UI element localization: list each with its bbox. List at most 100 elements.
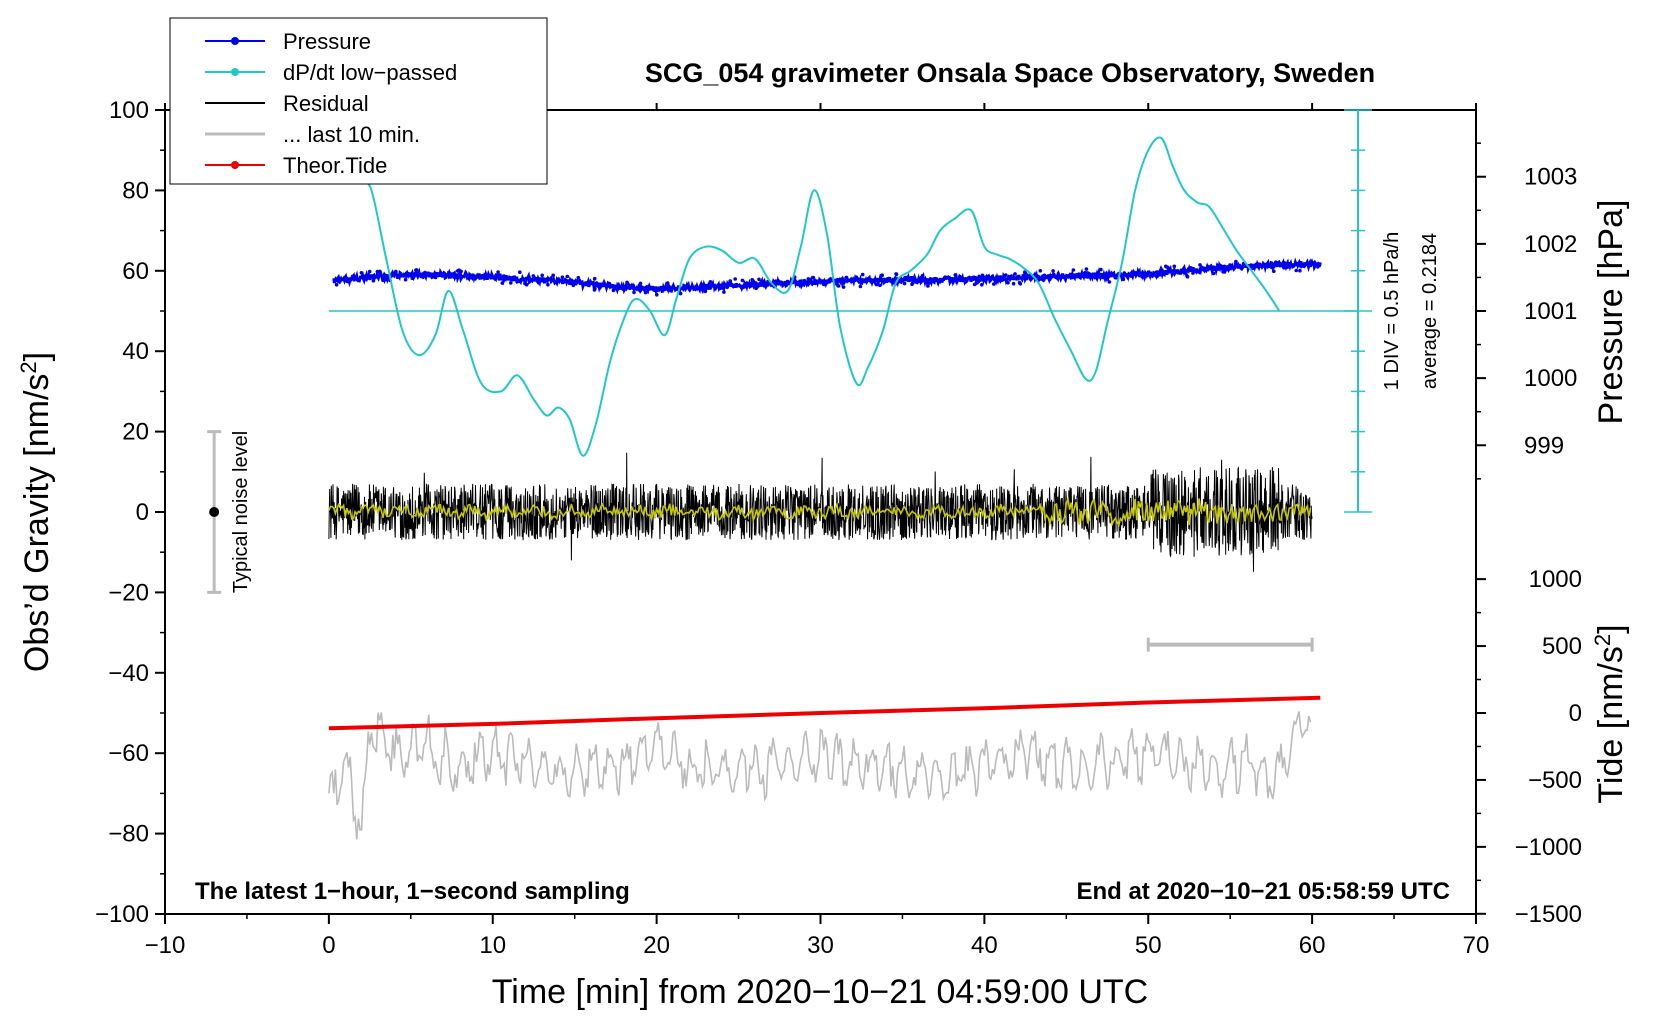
dpdt-average-label: average = 0.2184 (1419, 233, 1441, 389)
tide-tick-label: 500 (1542, 633, 1582, 660)
pressure-point (1146, 270, 1151, 275)
tide-tick-label: −1500 (1515, 901, 1582, 928)
pressure-point (694, 286, 698, 290)
pressure-point (1006, 280, 1010, 285)
series-pressure-points (332, 257, 1322, 297)
legend-label: ... last 10 min. (283, 122, 420, 147)
pressure-point (1166, 266, 1170, 270)
x-tick-label: 10 (479, 932, 506, 959)
legend-label: dP/dt low−passed (283, 60, 457, 85)
pressure-point (722, 290, 726, 294)
pressure-point (813, 278, 817, 283)
y-tick-label: 20 (122, 419, 149, 446)
pressure-point (835, 277, 840, 282)
pressure-point (403, 277, 408, 282)
pressure-point (1077, 273, 1081, 278)
pressure-point (1193, 269, 1197, 273)
pressure-point (1198, 263, 1202, 267)
series-dpdt-line (360, 136, 1281, 457)
pressure-point (802, 278, 807, 283)
footer-right: End at 2020−10−21 05:58:59 UTC (1076, 878, 1450, 905)
x-tick-label: 0 (322, 932, 335, 959)
x-tick-label: −10 (145, 932, 186, 959)
pressure-point (455, 269, 460, 273)
pressure-point (1073, 274, 1078, 279)
pressure-point (953, 273, 958, 277)
pressure-point (750, 278, 754, 282)
pressure-point (716, 283, 720, 287)
pressure-point (1251, 266, 1255, 271)
pressure-point (501, 274, 506, 278)
pressure-point (878, 283, 882, 288)
legend-label: Residual (283, 91, 369, 116)
pressure-point (841, 285, 846, 289)
pressure-point (902, 281, 907, 286)
pressure-point (880, 273, 884, 278)
pressure-point (708, 280, 713, 284)
pressure-point (655, 293, 659, 297)
pressure-point (1282, 265, 1286, 270)
pressure-point (753, 281, 758, 285)
y-axis-title-tide: Tide [nm/s2] (1590, 624, 1631, 803)
dpdt-scale-label: 1 DIV = 0.5 hPa/h (1381, 232, 1403, 390)
pressure-point (912, 276, 917, 281)
x-tick-label: 40 (971, 932, 998, 959)
pressure-tick-label: 1000 (1524, 365, 1577, 392)
pressure-point (880, 278, 884, 283)
pressure-point (448, 275, 452, 279)
pressure-point (757, 277, 761, 282)
pressure-point (1004, 273, 1008, 277)
pressure-point (806, 277, 811, 281)
pressure-point (359, 271, 364, 275)
pressure-tick-label: 1001 (1524, 298, 1577, 325)
pressure-point (1107, 280, 1112, 284)
pressure-point (1180, 269, 1185, 274)
pressure-point (638, 287, 642, 291)
pressure-point (1294, 268, 1298, 273)
pressure-point (592, 288, 597, 292)
pressure-point (987, 275, 991, 280)
pressure-point (1121, 276, 1125, 281)
pressure-point (1071, 268, 1076, 272)
pressure-point (1011, 281, 1016, 286)
pressure-point (733, 277, 737, 281)
pressure-point (546, 282, 550, 287)
pressure-point (1004, 277, 1009, 282)
pressure-point (410, 276, 415, 281)
pressure-point (584, 281, 589, 285)
x-tick-label: 60 (1299, 932, 1326, 959)
pressure-point (922, 277, 926, 282)
pressure-point (860, 272, 865, 277)
annotations: 1 DIV = 0.5 hPa/h average = 0.2184 Typical… (207, 109, 1441, 652)
pressure-point (1066, 275, 1071, 279)
pressure-point (974, 281, 979, 285)
pressure-point (644, 286, 648, 291)
pressure-point (334, 283, 339, 287)
pressure-point (708, 286, 713, 290)
footer-left: The latest 1−hour, 1−second sampling (195, 878, 630, 905)
pressure-point (743, 284, 748, 289)
pressure-point (920, 273, 925, 278)
y-tick-label: 60 (122, 258, 149, 285)
pressure-point (678, 291, 683, 296)
pressure-point (1298, 268, 1302, 273)
pressure-point (1189, 268, 1193, 273)
pressure-point (927, 281, 932, 285)
pressure-point (739, 285, 744, 290)
pressure-point (351, 274, 356, 278)
pressure-point (1285, 264, 1290, 269)
pressure-point (926, 284, 930, 288)
pressure-point (524, 282, 529, 287)
pressure-point (958, 274, 962, 279)
pressure-point (394, 269, 398, 274)
pressure-point (399, 274, 404, 278)
legend-label: Theor.Tide (283, 153, 387, 178)
pressure-point (1085, 275, 1090, 279)
pressure-point (414, 268, 418, 273)
axes: −10 0 10 20 30 40 50 60 70100806040200−20−40−60−… (95, 97, 1582, 959)
pressure-point (894, 272, 899, 277)
pressure-tick-label: 1002 (1524, 231, 1577, 258)
pressure-point (511, 275, 515, 280)
pressure-point (381, 278, 385, 283)
tide-tick-label: 1000 (1529, 566, 1582, 593)
